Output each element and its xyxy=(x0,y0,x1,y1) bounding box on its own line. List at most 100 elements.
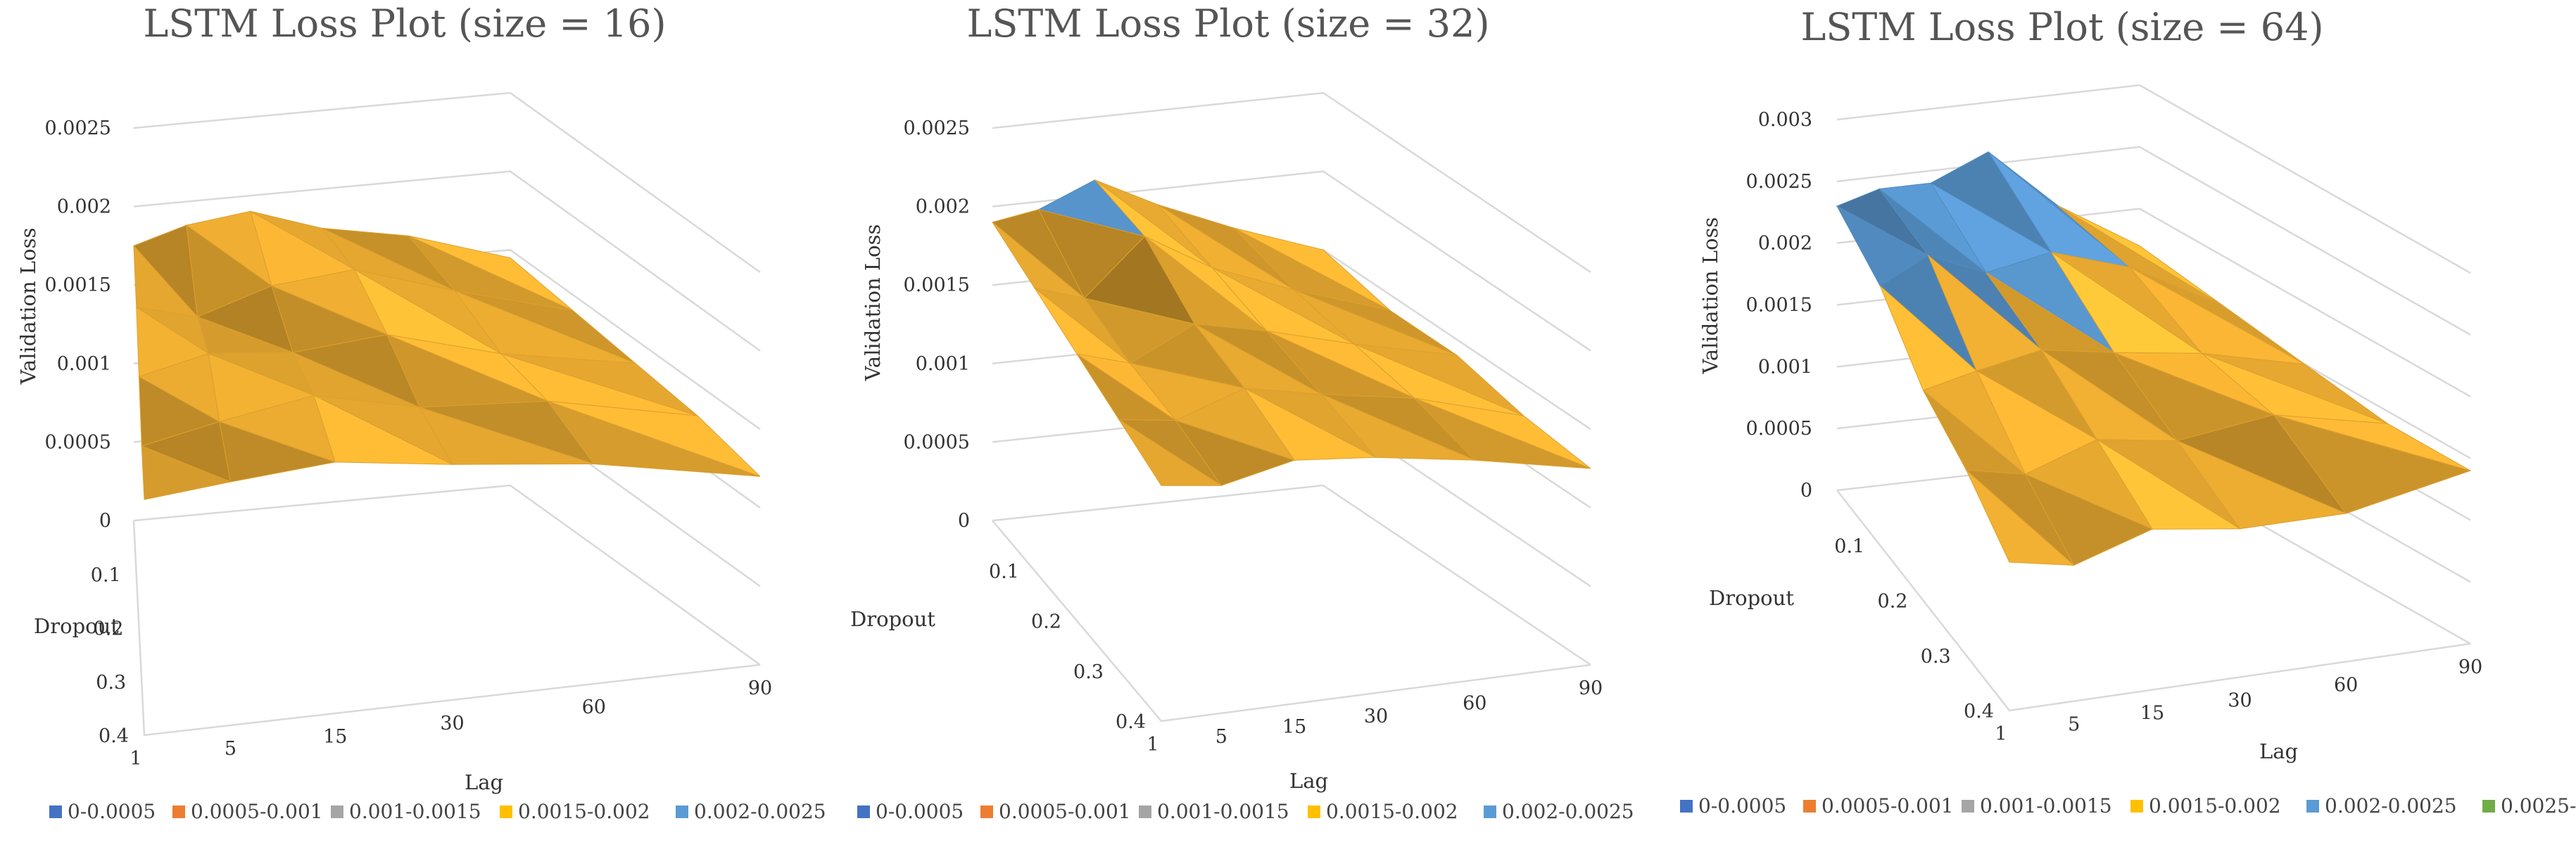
surface-face xyxy=(546,400,761,477)
lag-tick-label: 1 xyxy=(1995,723,2007,745)
surface xyxy=(991,179,1591,486)
z-tick-label: 0.0015 xyxy=(904,274,970,296)
dropout-tick-label: 0.3 xyxy=(1921,646,1951,668)
z-tick-label: 0.0025 xyxy=(45,117,111,139)
surface-face xyxy=(1321,393,1475,461)
y-axis-title: Dropout xyxy=(34,614,119,638)
chart-title: LSTM Loss Plot (size = 16) xyxy=(143,1,666,46)
legend-swatch xyxy=(1139,805,1151,818)
lag-tick-label: 90 xyxy=(1579,677,1603,699)
lag-tick-label: 60 xyxy=(1463,693,1486,715)
legend-swatch xyxy=(980,805,993,818)
y-axis-title: Dropout xyxy=(1709,586,1794,610)
legend-label: 0.0015-0.002 xyxy=(2149,794,2281,817)
z-tick-label: 0 xyxy=(99,510,111,532)
legend-label: 0-0.0005 xyxy=(1698,794,1786,817)
z-tick-label: 0 xyxy=(1800,480,1812,502)
lag-tick-label: 60 xyxy=(582,696,606,718)
legend: 0-0.0005 0.0005-0.001 0.001-0.0015 0.0015-0… xyxy=(1680,794,2576,817)
z-tick-label: 0.0025 xyxy=(1746,171,1812,193)
gridline xyxy=(992,91,1591,274)
legend-swatch xyxy=(2482,800,2495,813)
legend-swatch xyxy=(857,805,870,818)
chart-panel-size-64: LSTM Loss Plot (size = 64) Validation Lo… xyxy=(1680,5,2576,817)
z-tick-label: 0.001 xyxy=(916,353,970,375)
z-tick-label: 0.002 xyxy=(1758,233,1812,255)
dropout-tick-label: 0.1 xyxy=(1834,535,1864,557)
legend-swatch xyxy=(676,805,688,818)
chart-title: LSTM Loss Plot (size = 64) xyxy=(1800,5,2323,49)
legend-swatch xyxy=(1680,800,1693,813)
chart-title: LSTM Loss Plot (size = 32) xyxy=(966,1,1489,46)
x-axis-title: Lag xyxy=(2259,739,2298,763)
chart-panel-size-32: LSTM Loss Plot (size = 32) Validation Lo… xyxy=(850,1,1634,823)
legend-label: 0.002-0.0025 xyxy=(1502,800,1634,823)
gridline xyxy=(133,91,761,274)
y-axis-title: Dropout xyxy=(850,607,935,631)
legend-label: 0.002-0.0025 xyxy=(694,800,826,823)
z-tick-label: 0.0005 xyxy=(45,431,111,453)
z-tick-label: 0 xyxy=(958,510,970,532)
gridline xyxy=(992,484,1591,666)
lag-tick-label: 60 xyxy=(2334,675,2358,696)
lag-tick-label: 5 xyxy=(1216,726,1227,748)
gridline xyxy=(1836,146,2471,336)
surface-face xyxy=(141,445,232,500)
lag-tick-label: 30 xyxy=(2228,690,2252,712)
surface-face xyxy=(1244,388,1377,461)
surface xyxy=(1836,151,2472,566)
z-axis-title: Validation Loss xyxy=(861,224,885,382)
z-tick-label: 0.0005 xyxy=(904,431,970,453)
dropout-tick-label: 0.2 xyxy=(94,618,124,640)
surface-face xyxy=(2096,439,2242,530)
lag-tick-label: 5 xyxy=(225,738,236,760)
legend-label: 0-0.0005 xyxy=(68,800,156,823)
surface-face xyxy=(1414,397,1591,469)
lag-tick-label: 1 xyxy=(1147,734,1158,756)
legend-swatch xyxy=(1308,805,1320,818)
z-tick-label: 0.002 xyxy=(916,196,970,218)
surface-face xyxy=(419,407,594,465)
legend-label: 0.0005-0.001 xyxy=(1821,794,1954,817)
surface-face xyxy=(1118,419,1223,486)
floor-edge xyxy=(1836,490,2471,712)
legend: 0-0.0005 0.0005-0.001 0.001-0.0015 0.0015-0… xyxy=(49,800,826,823)
gridline xyxy=(133,170,761,352)
z-tick-label: 0.0015 xyxy=(45,274,111,296)
gridline xyxy=(1836,84,2471,274)
legend-label: 0.0005-0.001 xyxy=(999,800,1131,823)
surface-face xyxy=(2273,414,2472,514)
z-tick-label: 0.0015 xyxy=(1746,295,1812,317)
lag-tick-label: 15 xyxy=(2140,703,2164,725)
lag-tick-label: 5 xyxy=(2068,714,2080,736)
floor-edge xyxy=(992,520,1591,722)
z-axis-title: Validation Loss xyxy=(16,228,40,386)
dropout-tick-label: 0.4 xyxy=(99,725,129,747)
surface-face xyxy=(1175,419,1296,486)
legend-swatch xyxy=(1962,800,1974,813)
lag-tick-label: 15 xyxy=(323,726,347,748)
dropout-tick-label: 0.2 xyxy=(1878,591,1908,613)
gridline xyxy=(133,484,761,666)
legend-swatch xyxy=(2130,800,2143,813)
lag-tick-label: 15 xyxy=(1282,716,1306,738)
legend-label: 0.0015-0.002 xyxy=(1326,800,1458,823)
legend-label: 0.0005-0.001 xyxy=(191,800,323,823)
x-axis-title: Lag xyxy=(1289,769,1328,793)
z-tick-label: 0.0025 xyxy=(904,117,970,139)
dropout-tick-label: 0.4 xyxy=(1116,711,1146,733)
chart-panel-size-16: LSTM Loss Plot (size = 16) Validation Lo… xyxy=(16,1,826,823)
surface-face xyxy=(2176,440,2348,530)
lag-tick-label: 30 xyxy=(440,713,464,734)
legend-swatch xyxy=(331,805,343,818)
legend-label: 0.001-0.0015 xyxy=(349,800,481,823)
legend-swatch xyxy=(1484,805,1496,818)
legend-label: 0.0025-0.003 xyxy=(2501,794,2576,817)
lag-tick-label: 90 xyxy=(2458,656,2482,678)
legend-label: 0.002-0.0025 xyxy=(2325,794,2457,817)
surface-face xyxy=(1966,469,2076,566)
legend-label: 0.001-0.0015 xyxy=(1980,794,2112,817)
lag-tick-label: 1 xyxy=(130,748,141,770)
legend-swatch xyxy=(172,805,185,818)
